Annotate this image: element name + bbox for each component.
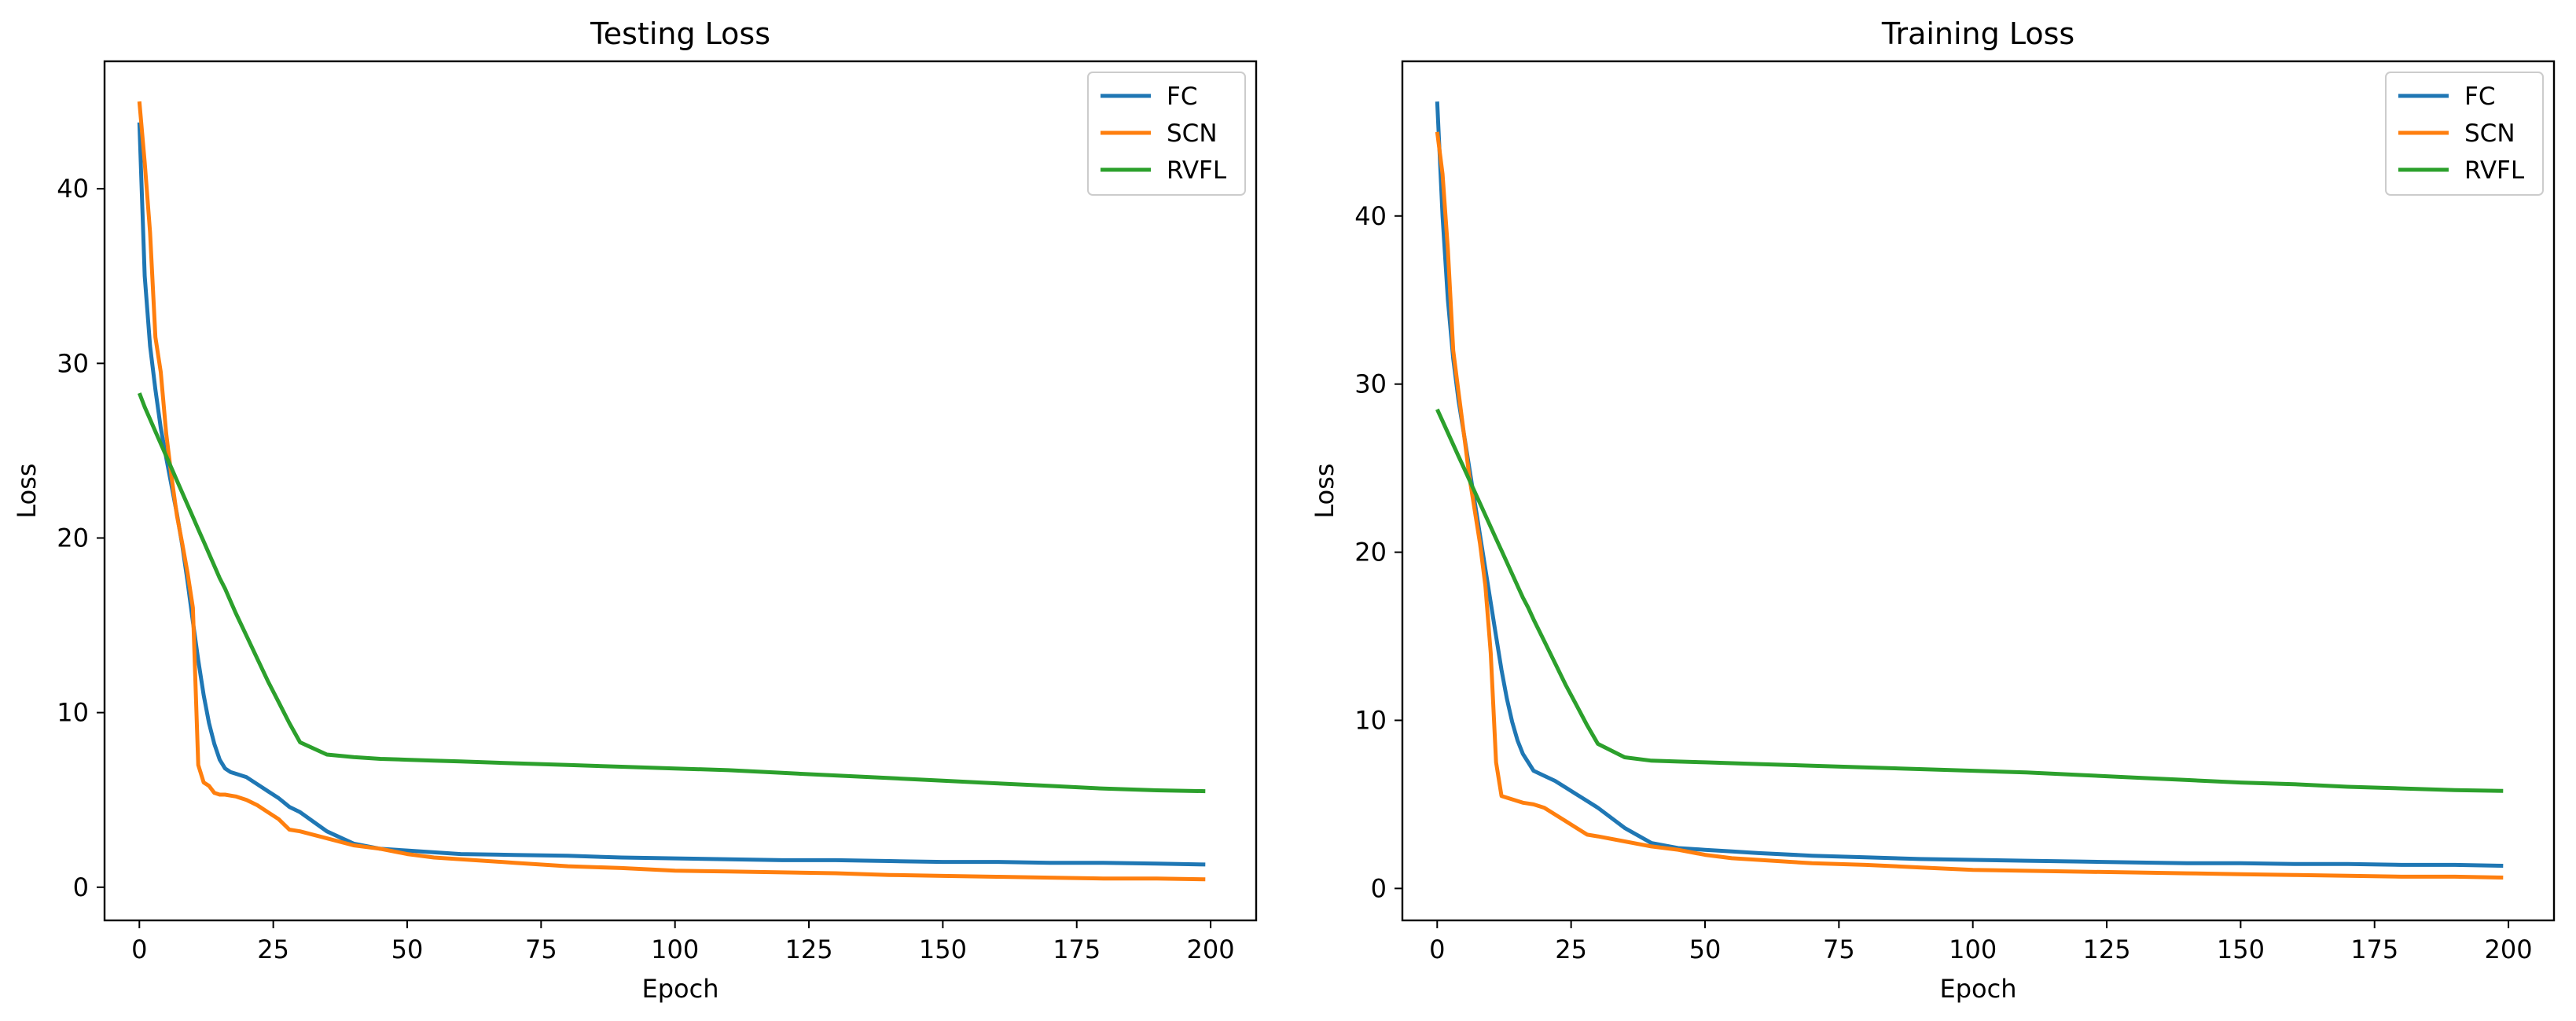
training-legend-label-fc: FC (2464, 83, 2495, 111)
testing-x-tick-label: 125 (785, 935, 832, 964)
testing-y-axis-label: Loss (12, 463, 42, 518)
training-legend-label-rvfl: RVFL (2464, 156, 2525, 185)
training-series-line-fc (1435, 101, 2504, 868)
testing-x-tick-label: 0 (131, 935, 147, 964)
training-y-axis-label: Loss (1310, 463, 1339, 518)
testing-y-tick-label: 20 (57, 523, 89, 553)
testing-legend-label-fc: FC (1167, 83, 1197, 111)
testing-x-tick-label: 200 (1187, 935, 1235, 964)
testing-chart-title: Testing Loss (590, 17, 770, 51)
testing-loss-panel: 0 25 50 75 100 125 150 175 200 0 10 20 30 40 Testing L… (12, 17, 1258, 1004)
testing-legend-label-rvfl: RVFL (1167, 156, 1227, 185)
training-series-line-rvfl (1435, 408, 2504, 793)
training-series-line-scn (1435, 131, 2504, 880)
training-legend-label-scn: SCN (2464, 119, 2515, 148)
training-x-axis-label: Epoch (1940, 974, 2017, 1004)
training-y-tick-label: 10 (1354, 705, 1387, 735)
training-y-tick-label: 30 (1354, 369, 1387, 399)
training-legend-box (2385, 72, 2544, 196)
training-x-tick-label: 0 (1429, 935, 1445, 964)
testing-series-line-fc (137, 122, 1206, 867)
training-y-tick-label: 20 (1354, 538, 1387, 567)
training-x-tick-label: 50 (1689, 935, 1722, 964)
training-x-tick-label: 175 (2350, 935, 2398, 964)
testing-x-tick-label: 150 (919, 935, 967, 964)
testing-x-tick-label: 175 (1053, 935, 1101, 964)
testing-y-tick-label: 30 (57, 348, 89, 378)
training-x-tick-label: 125 (2082, 935, 2130, 964)
testing-legend-label-scn: SCN (1167, 119, 1218, 148)
testing-series-line-rvfl (137, 392, 1206, 794)
testing-legend-box (1087, 72, 1246, 196)
training-plot-frame (1401, 60, 2556, 922)
testing-plot-frame (103, 60, 1258, 922)
testing-y-tick-label: 40 (57, 174, 89, 204)
testing-series-line-scn (137, 101, 1206, 882)
training-x-tick-label: 150 (2217, 935, 2265, 964)
training-y-tick-label: 40 (1354, 201, 1387, 231)
training-x-tick-label: 200 (2485, 935, 2533, 964)
testing-x-axis-label: Epoch (642, 974, 719, 1004)
training-y-tick-label: 0 (1371, 873, 1387, 903)
training-x-tick-label: 100 (1949, 935, 1997, 964)
testing-x-tick-label: 75 (525, 935, 557, 964)
training-loss-panel: 0 25 50 75 100 125 150 175 200 0 10 20 30 40 Training … (1310, 17, 2556, 1004)
training-legend: FC SCN RVFL (2385, 72, 2544, 196)
training-x-tick-label: 25 (1555, 935, 1587, 964)
testing-legend: FC SCN RVFL (1087, 72, 1246, 196)
training-chart-title: Training Loss (1881, 17, 2074, 51)
testing-y-tick-label: 10 (57, 698, 89, 728)
testing-x-tick-label: 50 (391, 935, 424, 964)
testing-x-tick-label: 25 (257, 935, 289, 964)
testing-y-tick-label: 0 (73, 872, 89, 902)
training-x-tick-label: 75 (1823, 935, 1855, 964)
testing-x-tick-label: 100 (651, 935, 699, 964)
